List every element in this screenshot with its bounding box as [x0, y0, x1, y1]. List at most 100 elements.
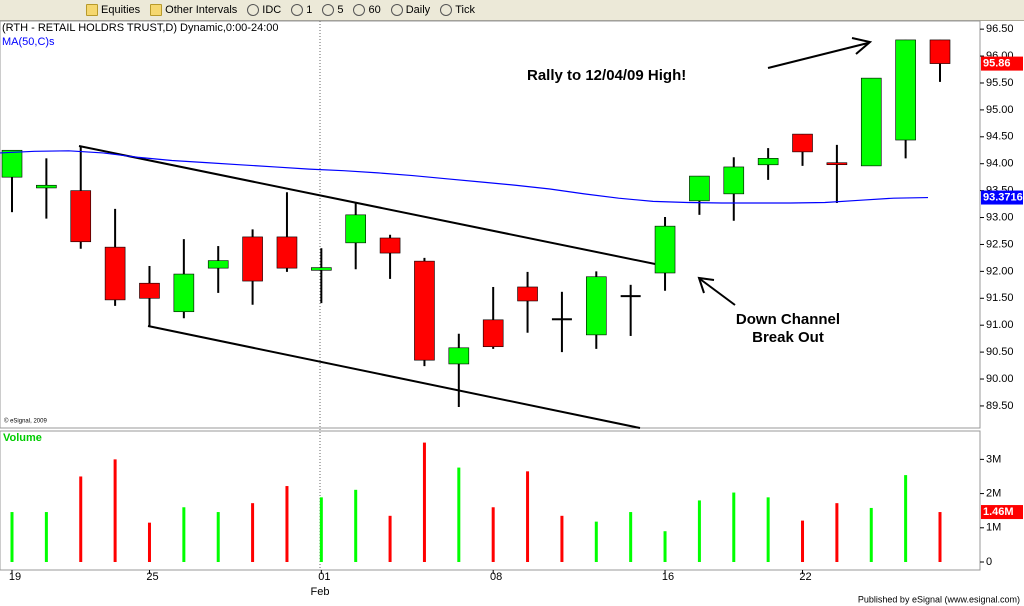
toolbar-label: Equities	[101, 4, 141, 16]
candle-body	[448, 347, 470, 365]
icon	[353, 4, 366, 16]
volume-bar	[938, 512, 942, 562]
volume-bar	[216, 512, 220, 562]
last-value-tag	[981, 505, 1023, 520]
volume-bar	[147, 522, 151, 562]
arrow-head	[851, 37, 873, 55]
arrow-head	[697, 276, 715, 294]
candle-body	[70, 190, 92, 243]
arrow	[699, 278, 736, 306]
pane-title: Volume	[3, 432, 42, 444]
volume-bar	[835, 503, 839, 562]
volume-bar	[79, 476, 83, 562]
annotation: Break Out	[752, 329, 824, 346]
candle-body	[860, 77, 882, 167]
toolbar: Equities Other Intervals IDC 1 5 60 Daily Tick	[0, 0, 1024, 21]
candle-body	[585, 276, 607, 336]
volume-bar	[766, 497, 770, 562]
candle-body	[723, 166, 745, 195]
volume-bar	[251, 503, 255, 562]
y-tick-label: 94.50	[986, 131, 1014, 143]
toolbar-item[interactable]: IDC	[247, 4, 281, 16]
candle-body	[345, 214, 367, 244]
volume-bar	[113, 459, 117, 562]
last-price-tag	[981, 56, 1023, 71]
icon	[390, 4, 403, 16]
icon	[291, 4, 304, 16]
volume-bar	[422, 442, 426, 562]
volume-bar	[526, 471, 530, 562]
volume-bar	[285, 486, 289, 562]
candle-body	[311, 267, 332, 271]
last-value-label: 1.46M	[983, 506, 1014, 518]
candle-body	[757, 158, 779, 166]
toolbar-label: 60	[368, 4, 381, 16]
toolbar-item[interactable]: Equities	[86, 4, 140, 16]
volume-bar	[904, 475, 908, 562]
y-tick-label: 96.50	[986, 23, 1014, 35]
y-tick-label: 93.00	[986, 211, 1014, 223]
y-tick-label: 1M	[986, 522, 1001, 534]
last-value-label: 93.3716	[983, 191, 1023, 203]
footer: Published by eSignal (www.esignal.com)	[858, 594, 1020, 604]
month-label: Feb	[311, 586, 330, 598]
candle-body	[929, 39, 951, 64]
y-tick-label: 94.00	[986, 158, 1014, 170]
icon	[247, 4, 260, 16]
candle-body	[414, 260, 435, 361]
icon	[86, 4, 98, 16]
icon	[440, 4, 453, 16]
toolbar-item[interactable]: 5	[322, 4, 343, 16]
trend-line	[147, 325, 641, 429]
toolbar-label: Tick	[455, 4, 475, 16]
volume-bar	[457, 467, 461, 562]
icon	[322, 4, 335, 16]
toolbar-item[interactable]: 60	[353, 4, 381, 16]
candle-body	[654, 225, 676, 274]
candle-body	[173, 273, 195, 313]
y-tick-label: 91.00	[986, 319, 1014, 331]
y-tick-label: 89.50	[986, 400, 1014, 412]
y-tick-label: 90.00	[986, 373, 1014, 385]
y-tick-label: 0	[986, 556, 992, 568]
icon	[150, 4, 163, 16]
volume-bar	[629, 512, 633, 562]
volume-bar	[491, 507, 495, 562]
annotation: Down Channel	[736, 311, 840, 328]
legend-entry: MA(50,C)s	[2, 36, 55, 48]
arrow	[767, 42, 869, 69]
candle-body	[792, 133, 813, 153]
volume-bar	[594, 521, 598, 562]
ma-line	[0, 150, 929, 204]
y-tick-label: 95.00	[986, 104, 1014, 116]
volume-pane	[0, 430, 981, 571]
toolbar-label: Daily	[405, 4, 431, 16]
y-tick-label: 3M	[986, 453, 1001, 465]
candle-body	[242, 236, 263, 282]
toolbar-item[interactable]: 1	[291, 4, 312, 16]
toolbar-label: 1	[306, 4, 313, 16]
annotation: Rally to 12/04/09 High!	[527, 67, 686, 84]
toolbar-item[interactable]: Other Intervals	[150, 4, 237, 16]
x-tick-label: 25	[146, 571, 158, 583]
toolbar-item[interactable]: Tick	[440, 4, 475, 16]
y-tick-label: 91.50	[986, 292, 1014, 304]
toolbar-item[interactable]: Daily	[390, 4, 431, 16]
candle-body	[826, 162, 848, 166]
volume-bar	[319, 497, 323, 562]
candle-body	[482, 319, 504, 348]
volume-bar	[869, 507, 873, 562]
volume-bar	[44, 512, 48, 562]
volume-bar	[560, 515, 564, 562]
volume-bar	[663, 531, 667, 562]
last-price-label: 95.86	[983, 58, 1011, 70]
y-tick-label: 92.50	[986, 238, 1014, 250]
volume-bar	[388, 515, 392, 562]
x-tick-label: 16	[662, 571, 674, 583]
candle-body	[104, 246, 126, 301]
candle-body	[207, 260, 229, 269]
candle-body	[895, 39, 916, 141]
volume-bar	[697, 500, 701, 562]
